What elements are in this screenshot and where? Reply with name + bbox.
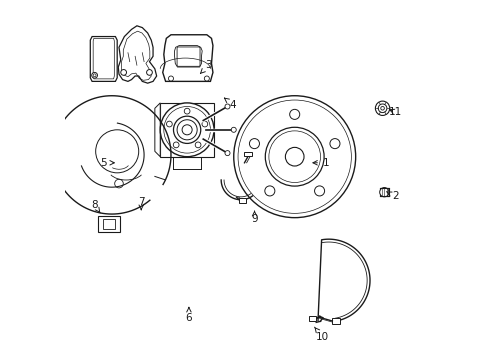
Text: 2: 2 <box>386 191 398 201</box>
Polygon shape <box>239 198 246 203</box>
Text: 7: 7 <box>138 197 144 210</box>
Polygon shape <box>163 35 212 81</box>
Polygon shape <box>379 188 388 197</box>
Circle shape <box>375 101 389 116</box>
Text: 10: 10 <box>314 327 328 342</box>
Text: 9: 9 <box>251 211 257 224</box>
Polygon shape <box>332 318 339 324</box>
Circle shape <box>146 69 152 75</box>
Circle shape <box>182 125 192 135</box>
Circle shape <box>379 188 388 197</box>
Circle shape <box>92 72 97 78</box>
Circle shape <box>224 104 229 109</box>
Polygon shape <box>308 316 316 321</box>
Polygon shape <box>118 26 156 83</box>
Text: 1: 1 <box>312 158 329 168</box>
Text: 6: 6 <box>185 307 192 323</box>
Polygon shape <box>98 216 120 232</box>
Circle shape <box>380 107 384 110</box>
Text: 3: 3 <box>200 60 211 73</box>
Circle shape <box>285 147 304 166</box>
Polygon shape <box>155 103 160 157</box>
Polygon shape <box>90 37 117 81</box>
Circle shape <box>160 103 214 157</box>
Polygon shape <box>160 103 214 157</box>
Circle shape <box>231 127 236 132</box>
Text: 5: 5 <box>101 158 114 168</box>
Circle shape <box>168 76 173 81</box>
Circle shape <box>121 69 126 75</box>
Text: 11: 11 <box>387 107 401 117</box>
Circle shape <box>204 76 209 81</box>
Polygon shape <box>244 152 251 156</box>
Circle shape <box>224 150 229 156</box>
Text: 4: 4 <box>224 98 236 110</box>
Text: 8: 8 <box>91 200 100 213</box>
